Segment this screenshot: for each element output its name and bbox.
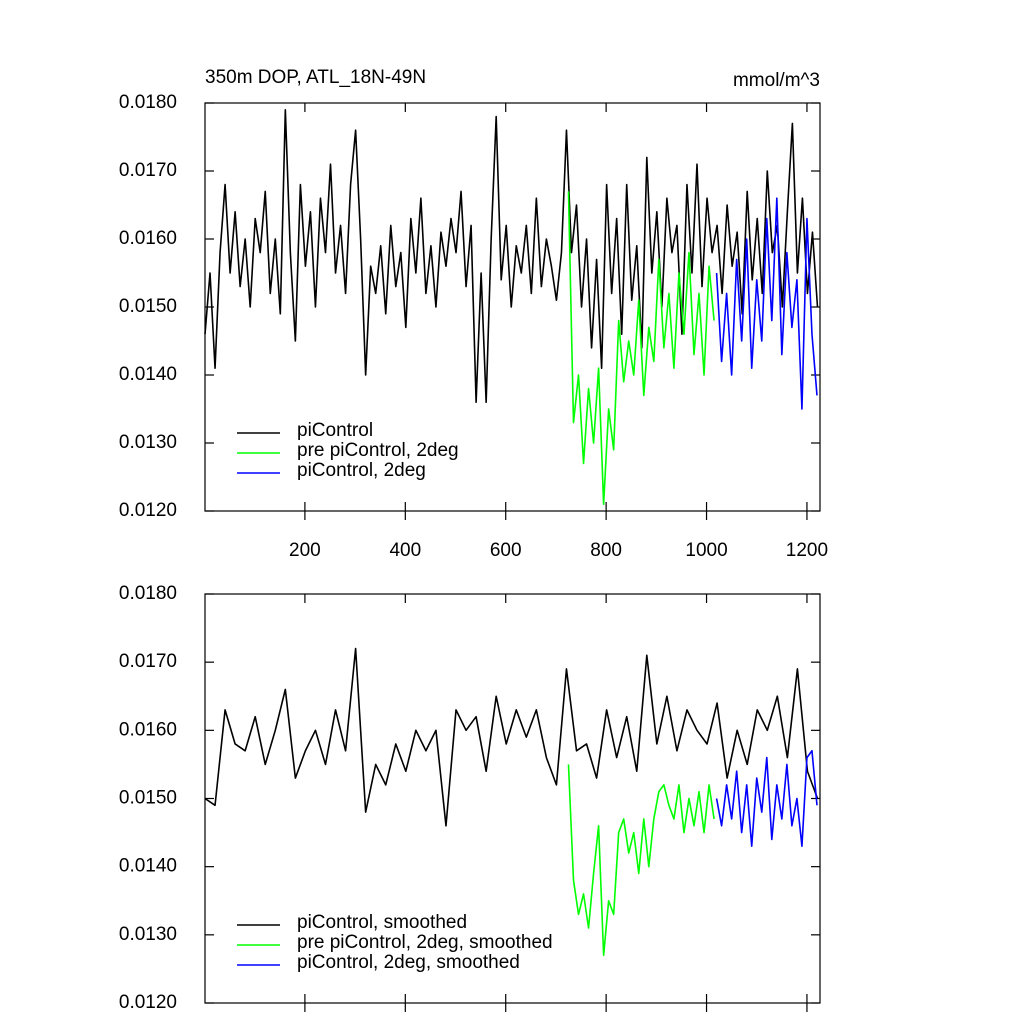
x-tick-label: 400: [389, 540, 421, 561]
legend-label: pre piControl, 2deg: [297, 440, 459, 461]
x-tick-label: 1200: [786, 540, 828, 561]
y-tick-label: 0.0130: [119, 432, 177, 453]
y-tick-label: 0.0140: [119, 364, 177, 385]
x-tick-label: 200: [289, 540, 321, 561]
series-line: [567, 764, 715, 957]
y-tick-label: 0.0120: [119, 500, 177, 521]
y-tick-label: 0.0120: [119, 992, 177, 1013]
legend-label: pre piControl, 2deg, smoothed: [297, 932, 553, 953]
y-tick-label: 0.0170: [119, 160, 177, 181]
y-tick-label: 0.0160: [119, 228, 177, 249]
y-tick-label: 0.0130: [119, 924, 177, 945]
series-line: [204, 109, 819, 403]
legend-label: piControl: [297, 420, 373, 441]
chart-title: 350m DOP, ATL_18N-49N: [205, 67, 426, 88]
units-label: mmol/m^3: [733, 70, 820, 91]
x-tick-label: 800: [590, 540, 622, 561]
x-tick-label: 1000: [685, 540, 727, 561]
legend-label: piControl, smoothed: [297, 912, 467, 933]
series-line: [715, 197, 818, 410]
y-tick-label: 0.0150: [119, 296, 177, 317]
series-line: [204, 647, 819, 827]
series-line: [715, 749, 818, 848]
legend-label: piControl, 2deg: [297, 460, 426, 481]
y-tick-label: 0.0160: [119, 719, 177, 740]
x-tick-label: 600: [490, 540, 522, 561]
y-tick-label: 0.0180: [119, 583, 177, 604]
y-tick-label: 0.0170: [119, 651, 177, 672]
legend-label: piControl, 2deg, smoothed: [297, 952, 520, 973]
y-tick-label: 0.0140: [119, 856, 177, 877]
y-tick-label: 0.0150: [119, 788, 177, 809]
y-tick-label: 0.0180: [119, 92, 177, 113]
series-line: [567, 191, 715, 505]
